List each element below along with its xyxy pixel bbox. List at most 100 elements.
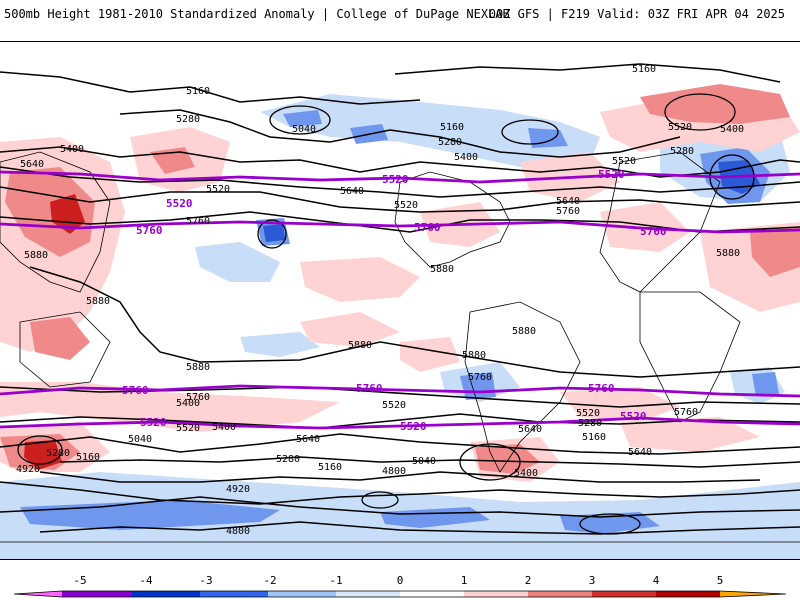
key-contours xyxy=(0,170,800,430)
contour-label: 5160 xyxy=(632,64,656,75)
contour-label: 4800 xyxy=(226,526,250,537)
coastlines xyxy=(0,151,800,543)
colorbar-segment-pos1 xyxy=(464,591,528,597)
contour-label: 5640 xyxy=(296,434,320,445)
key-contour-label: 5760 xyxy=(356,382,383,395)
key-contour-label: 5520 xyxy=(400,420,427,433)
contour-label: 5880 xyxy=(512,326,536,337)
colorbar-segment-neg3 xyxy=(132,591,200,597)
contour-label: 5160 xyxy=(582,432,606,443)
colorbar-tick: 4 xyxy=(652,574,660,587)
contour-labels: 5160 5160 5280 5040 5160 5280 5400 5520 … xyxy=(16,64,744,537)
key-contour-label: 5760 xyxy=(414,221,441,234)
key-contour-label: 5520 xyxy=(140,416,167,429)
key-contour-label: 5520 xyxy=(166,197,193,210)
negative-anomaly-shading xyxy=(0,94,800,559)
colorbar-tick: -2 xyxy=(263,574,277,587)
contour-label: 5760 xyxy=(556,206,580,217)
colorbar-segment-neg1 xyxy=(268,591,336,597)
contour-label: 5520 xyxy=(612,156,636,167)
closed-contours xyxy=(17,93,755,535)
colorbar-segment-neg5 xyxy=(14,591,62,597)
contour-label: 5760 xyxy=(674,407,698,418)
contour-label: 5400 xyxy=(60,144,84,155)
colorbar-tick: -1 xyxy=(329,574,343,587)
colorbar-tick: 0 xyxy=(396,574,404,587)
contour-label: 5880 xyxy=(462,350,486,361)
colorbar-segment-neg2 xyxy=(200,591,268,597)
contour-label: 5280 xyxy=(276,454,300,465)
key-contour-label: 5520 xyxy=(620,410,647,423)
contour-label: 5520 xyxy=(668,122,692,133)
contour-label: 5520 xyxy=(176,423,200,434)
contour-label: 4920 xyxy=(226,484,250,495)
contour-label: 5880 xyxy=(24,250,48,261)
map-panel: 5160 5160 5280 5040 5160 5280 5400 5520 … xyxy=(0,41,800,560)
key-contour-label: 5760 xyxy=(640,225,667,238)
contour-label: 5880 xyxy=(716,248,740,259)
contour-label: 5400 xyxy=(720,124,744,135)
deep-positive-anomaly-shading xyxy=(24,194,85,470)
key-contour-labels: 5520 5520 5760 5760 5520 5760 5760 5760 … xyxy=(122,168,667,433)
contour-label: 5280 xyxy=(176,114,200,125)
contour-label: 5640 xyxy=(340,186,364,197)
contour-label: 5280 xyxy=(438,137,462,148)
colorbar-segment-pos0 xyxy=(400,591,464,597)
key-contour-label: 5760 xyxy=(136,224,163,237)
contour-label: 5880 xyxy=(430,264,454,275)
contour-label: 5640 xyxy=(556,196,580,207)
strong-positive-anomaly-shading xyxy=(0,84,800,474)
contour-label: 5400 xyxy=(176,398,200,409)
header: 500mb Height 1981-2010 Standardized Anom… xyxy=(0,0,800,28)
contour-label: 5160 xyxy=(440,122,464,133)
contour-label: 5400 xyxy=(514,468,538,479)
contour-label: 5760 xyxy=(468,372,492,383)
contour-label: 5160 xyxy=(186,86,210,97)
colorbar-tick: 2 xyxy=(524,574,532,587)
contour-label: 5880 xyxy=(86,296,110,307)
contour-label: 5640 xyxy=(628,447,652,458)
colorbar-tick: 5 xyxy=(716,574,724,587)
contour-label: 5280 xyxy=(578,418,602,429)
anomaly-map: 5160 5160 5280 5040 5160 5280 5400 5520 … xyxy=(0,63,800,559)
contour-label: 5040 xyxy=(412,456,436,467)
colorbar-segment-pos2 xyxy=(528,591,592,597)
map-title: 500mb Height 1981-2010 Standardized Anom… xyxy=(4,7,510,21)
contour-label: 5760 xyxy=(186,392,210,403)
contour-label: 5520 xyxy=(206,184,230,195)
contour-label: 5040 xyxy=(292,124,316,135)
colorbar-segment-pos3 xyxy=(592,591,656,597)
contour-label: 5640 xyxy=(518,424,542,435)
colorbar-tick: -4 xyxy=(139,574,153,587)
valid-time: 00Z GFS | F219 Valid: 03Z FRI APR 04 202… xyxy=(488,7,785,21)
colorbar-tick: -3 xyxy=(199,574,213,587)
contour-label: 5520 xyxy=(382,400,406,411)
colorbar-tick: -5 xyxy=(73,574,87,587)
contour-label: 4800 xyxy=(382,466,406,477)
contour-label: 4920 xyxy=(16,464,40,475)
key-contour-label: 5520 xyxy=(598,168,625,181)
contour-label: 5640 xyxy=(20,159,44,170)
key-contour-label: 5760 xyxy=(122,384,149,397)
colorbar-segment-neg0 xyxy=(336,591,400,597)
colorbar-segment-pos5 xyxy=(720,591,786,597)
contour-label: 5280 xyxy=(670,146,694,157)
contour-label: 5400 xyxy=(212,422,236,433)
colorbar-tick: 3 xyxy=(588,574,596,587)
colorbar-segment-pos4 xyxy=(656,591,720,597)
contour-label: 5280 xyxy=(46,448,70,459)
contour-label: 5160 xyxy=(76,452,100,463)
key-contour-label: 5520 xyxy=(382,173,409,186)
contour-label: 5760 xyxy=(186,216,210,227)
contour-label: 5520 xyxy=(576,408,600,419)
contour-label: 5880 xyxy=(186,362,210,373)
contour-label: 5880 xyxy=(348,340,372,351)
colorbar: -5 -4 -3 -2 -1 0 1 2 3 4 5 xyxy=(0,570,800,600)
contour-label: 5160 xyxy=(318,462,342,473)
colorbar-strip xyxy=(13,590,787,598)
contour-label: 5040 xyxy=(128,434,152,445)
key-contour-label: 5760 xyxy=(588,382,615,395)
contour-label: 5400 xyxy=(454,152,478,163)
colorbar-tick: 1 xyxy=(460,574,468,587)
colorbar-segment-neg4 xyxy=(62,591,132,597)
